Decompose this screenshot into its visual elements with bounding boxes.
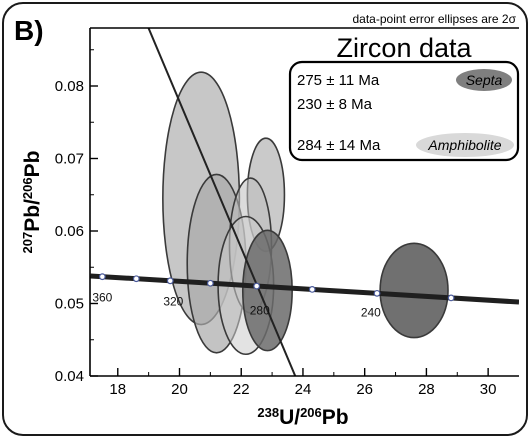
- concordia-age-marker-5: [253, 282, 261, 290]
- y-axis-label: 207Pb/206Pb: [20, 151, 45, 254]
- concordia-age-label-3: 280: [250, 303, 270, 317]
- y-tick-label-4: 0.07: [55, 151, 84, 168]
- plot-area: 360 320 280 240: [90, 28, 519, 376]
- concordia-age-marker-1: [98, 273, 106, 281]
- concordia-age-marker-6: [308, 286, 316, 293]
- x-tick-label-2: 20: [171, 381, 188, 398]
- concordia-age-label-1: 360: [92, 290, 112, 304]
- concordia-age-marker-8: [447, 294, 455, 302]
- legend-entry-3: 284 ± 14 Ma: [297, 137, 381, 154]
- data-ellipse-7: [379, 242, 449, 339]
- concordia-age-marker-2: [132, 275, 140, 283]
- concordia-age-marker-7: [373, 289, 381, 297]
- concordia-age-marker-3: [166, 277, 174, 285]
- concordia-curve: [90, 273, 519, 305]
- legend-tag-amphibolite: Amphibolite: [427, 137, 501, 153]
- data-ellipse-6: [241, 229, 293, 352]
- panel-label: B): [14, 15, 44, 46]
- x-tick-label-5: 26: [356, 381, 373, 398]
- x-tick-label-7: 30: [480, 381, 497, 398]
- discordia-line: [147, 28, 297, 376]
- chart-title: Zircon data: [336, 33, 472, 63]
- y-tick-label-5: 0.08: [55, 78, 84, 95]
- x-tick-label-4: 24: [295, 381, 312, 398]
- y-tick-label-2: 0.05: [55, 296, 84, 313]
- legend: Zircon data 275 ± 11 Ma Septa 230 ± 8 Ma…: [288, 33, 520, 162]
- x-tick-label-1: 18: [109, 381, 126, 398]
- x-tick-label-3: 22: [233, 381, 250, 398]
- legend-swatch-septa: [456, 69, 512, 91]
- legend-entry-1: 275 ± 11 Ma: [297, 72, 380, 89]
- axes: 0.04 0.05 0.06 0.07 0.08 18 20 22 24 26 28 30: [55, 27, 519, 398]
- concordia-age-label-2: 320: [163, 295, 183, 309]
- concordia-age-marker-4: [206, 279, 214, 287]
- legend-tag-septa: Septa: [466, 72, 503, 88]
- y-tick-label-1: 0.04: [55, 368, 84, 385]
- concordia-age-label-4: 240: [361, 306, 381, 320]
- x-tick-label-6: 28: [418, 381, 435, 398]
- error-note: data-point error ellipses are 2σ: [353, 12, 517, 26]
- x-axis-label: 238U/206Pb: [257, 405, 348, 430]
- legend-swatch-amphibolite: [416, 133, 514, 157]
- y-tick-label-3: 0.06: [55, 223, 84, 240]
- legend-entry-2: 230 ± 8 Ma: [297, 96, 373, 113]
